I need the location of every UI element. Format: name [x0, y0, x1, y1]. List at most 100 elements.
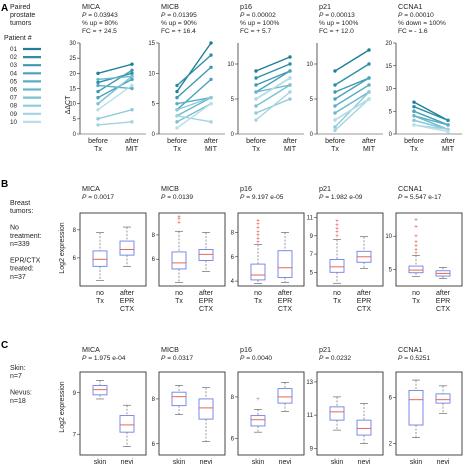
- data-point: [209, 41, 213, 45]
- legend-label: 07: [10, 95, 18, 102]
- chart-title: p21: [319, 184, 331, 193]
- data-point: [96, 89, 100, 94]
- x-category-label: EPR: [436, 298, 450, 305]
- patient-line: [97, 69, 133, 93]
- p-value: P = 0.0317: [161, 355, 193, 362]
- p-value: P = 0.00013: [319, 12, 355, 19]
- patient-line: [413, 119, 449, 131]
- y-tick-label: 9: [310, 446, 314, 452]
- legend-label: 05: [10, 78, 18, 85]
- data-point: [130, 74, 134, 79]
- patient-line: [97, 109, 133, 120]
- x-category-label: Tx: [333, 298, 341, 305]
- outlier-point: +: [414, 218, 418, 224]
- y-tick-label: 20: [385, 41, 392, 47]
- x-category-label: before: [167, 138, 187, 145]
- panel-letter-c: C: [1, 340, 8, 351]
- y-tick-label: 5: [310, 270, 314, 276]
- percent-up: % up = 100%: [319, 20, 359, 27]
- y-tick-label: 9: [73, 391, 77, 397]
- y-tick-label: 8: [73, 228, 77, 234]
- patient-line: [176, 54, 212, 86]
- x-category-label: EPR: [278, 298, 292, 305]
- data-point: [130, 62, 134, 66]
- plot-frame: [316, 371, 384, 456]
- outlier-point: +: [335, 227, 339, 233]
- panel-letter-a: A: [1, 3, 8, 14]
- x-category-label: MIT: [284, 146, 297, 153]
- x-category-label: after: [436, 290, 451, 297]
- data-point: [254, 118, 258, 122]
- y-tick-label: 0: [73, 132, 77, 138]
- outlier-point: +: [256, 222, 260, 228]
- x-category-label: before: [246, 138, 266, 145]
- data-point: [96, 123, 100, 127]
- box: [250, 415, 266, 427]
- x-category-label: MIT: [205, 146, 218, 153]
- box: [119, 415, 135, 433]
- data-point: [254, 76, 258, 80]
- patient-line: [413, 115, 449, 126]
- chart-title: MICB: [161, 2, 179, 11]
- x-category-label: MIT: [126, 146, 139, 153]
- outlier-point: +: [256, 218, 260, 224]
- patient-line: [334, 84, 370, 107]
- patient-line: [334, 63, 370, 86]
- chart-title: MICA: [82, 2, 100, 11]
- patient-line: [255, 91, 291, 121]
- y-tick-label: 8: [152, 397, 156, 403]
- outlier-point: +: [256, 233, 260, 239]
- p-value: P = 9.197 e-05: [240, 194, 284, 201]
- p-value: P = 5.547 e-17: [398, 194, 442, 201]
- x-category-label: before: [325, 138, 345, 145]
- chart-title: CCNA1: [398, 184, 422, 193]
- box: [329, 259, 345, 273]
- chart-title: p16: [240, 345, 252, 354]
- data-point: [412, 114, 416, 118]
- x-category-label: no: [254, 290, 262, 297]
- x-category-label: Tx: [96, 298, 104, 305]
- p-value: P = 1.975 e-04: [82, 355, 126, 362]
- side-label: treatment:: [10, 233, 42, 240]
- outlier-point: +: [414, 244, 418, 250]
- data-point: [175, 89, 179, 94]
- chart-title: p16: [240, 184, 252, 193]
- patient-line: [97, 75, 133, 105]
- y-tick-label: 0: [389, 132, 393, 138]
- x-category-label: CTX: [120, 306, 134, 313]
- x-category-label: CTX: [436, 306, 450, 313]
- side-label: Nevus:: [10, 390, 32, 397]
- chart-title: MICB: [161, 184, 179, 193]
- y-tick-label: 5: [231, 97, 235, 103]
- x-category-label: Tx: [410, 146, 418, 153]
- outlier-point: +: [414, 224, 418, 230]
- x-category-label: CTX: [199, 306, 213, 313]
- plot-frame: [316, 212, 384, 287]
- y-tick-label: 30: [69, 41, 76, 47]
- x-category-label: after: [120, 290, 135, 297]
- data-point: [288, 90, 292, 94]
- outlier-point: +: [177, 215, 181, 221]
- x-category-label: nevi: [279, 459, 292, 466]
- y-tick-label: 7: [310, 252, 314, 258]
- p-value: P = 0.0040: [240, 355, 272, 362]
- chart-title: p21: [319, 2, 331, 11]
- percent-up: % up = 80%: [82, 20, 118, 27]
- percent-up: % down = 100%: [398, 20, 446, 27]
- box: [408, 265, 424, 274]
- patient-line: [176, 96, 212, 111]
- data-point: [446, 118, 450, 123]
- data-point: [175, 95, 179, 100]
- y-tick-label: 2: [389, 441, 393, 447]
- data-point: [175, 108, 179, 112]
- fold-change: FC = + 5.7: [240, 28, 271, 35]
- data-point: [333, 69, 337, 73]
- patient-line: [176, 103, 212, 123]
- panel-a-title-line: tumors: [10, 20, 32, 27]
